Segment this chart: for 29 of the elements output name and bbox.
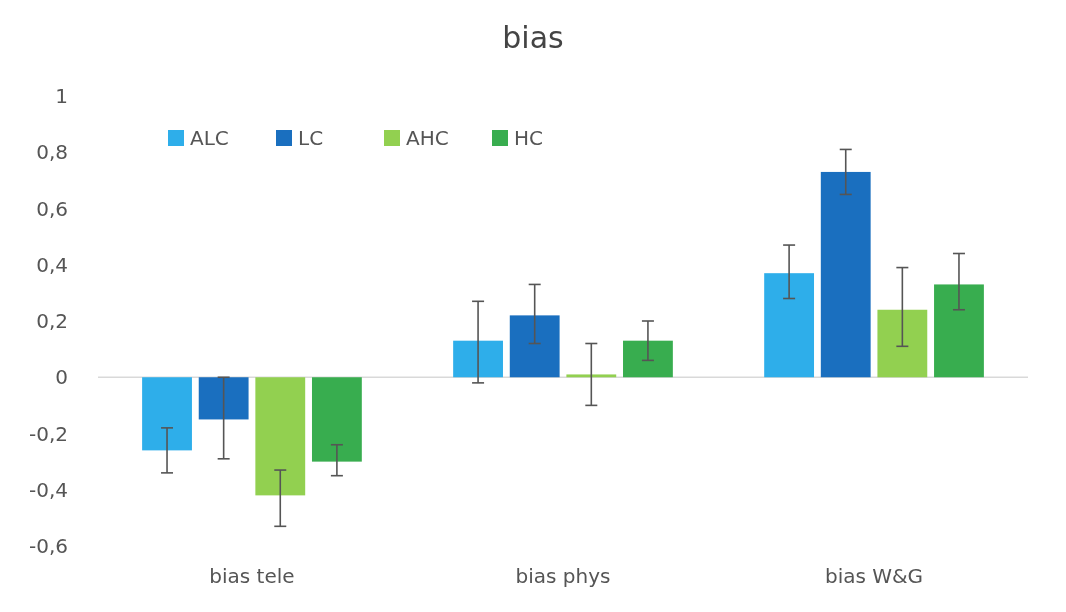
y-tick-label: 0,4: [36, 252, 68, 277]
chart-title: bias: [502, 20, 564, 55]
bar: [509, 315, 560, 378]
legend-label: ALC: [190, 126, 229, 150]
legend-label: HC: [514, 126, 544, 150]
y-tick-label: 0,8: [36, 140, 68, 165]
y-tick-label: -0,2: [28, 421, 68, 446]
y-tick-label: 0: [55, 365, 68, 390]
bar: [820, 171, 871, 378]
y-tick-label: 1: [55, 84, 68, 108]
y-tick-label: 0,6: [36, 196, 68, 221]
x-tick-label: bias phys: [515, 564, 611, 588]
bar: [934, 284, 984, 378]
bar: [311, 377, 362, 462]
bar: [198, 377, 249, 420]
x-tick-label: bias W&G: [824, 564, 924, 588]
bar: [453, 340, 503, 378]
legend-label: LC: [298, 126, 324, 150]
bar: [566, 374, 617, 378]
bar: [764, 273, 815, 378]
bar: [255, 377, 306, 496]
y-tick-label: 0,2: [36, 309, 68, 333]
y-tick-label: -0,6: [28, 534, 68, 558]
bar: [142, 377, 192, 451]
legend-label: AHC: [406, 126, 449, 150]
bar: [877, 309, 928, 378]
bar: [623, 340, 673, 378]
x-tick-label: bias tele: [209, 564, 295, 588]
y-tick-label: -0,4: [28, 477, 68, 502]
